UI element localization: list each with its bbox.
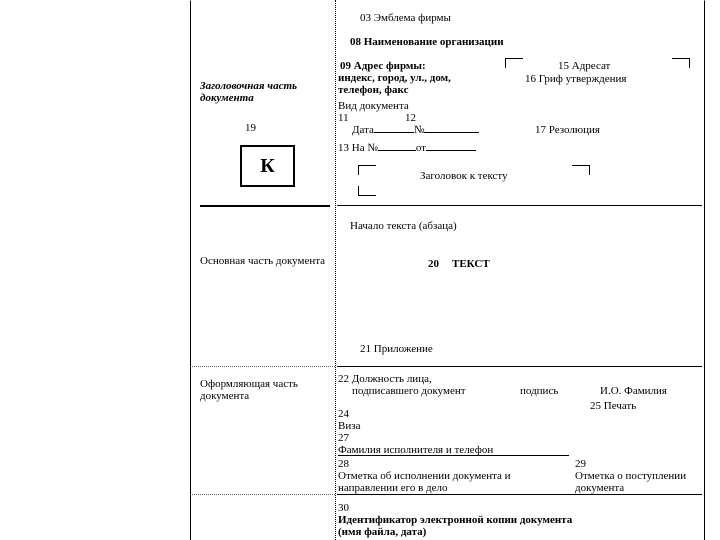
n11: 11 (338, 112, 349, 124)
mark-exec: Отметка об исполнении документа и направ… (338, 470, 558, 494)
addressee-corner-tl (505, 58, 523, 68)
emblem-label: 03 Эмблема фирмы (360, 12, 451, 24)
mark-receipt: Отметка о поступлении документа (575, 470, 695, 494)
executor-underline (338, 455, 569, 456)
ref-label: 13 На № (338, 142, 378, 154)
design-section-label: Оформляющая часть документа (200, 378, 330, 402)
header-section-label: Заголовочная часть документа (200, 80, 330, 104)
date-label: Дата (352, 124, 374, 136)
title-corner-bl (358, 186, 376, 196)
addressee-label: 15 Адресат (558, 60, 610, 72)
address-body: индекс, город, ул., дом, телефон, факс (338, 72, 488, 96)
margin-dashed-line (335, 0, 336, 540)
k-stamp-box: К (240, 145, 295, 187)
rule-before-design (337, 366, 702, 367)
signature-label: подпись (520, 385, 558, 397)
doc-type-label: Вид документа (338, 100, 409, 112)
ot-label: от (416, 142, 426, 154)
ecopy-label: Идентификатор электронной копии документ… (338, 514, 572, 526)
n24: 24 (338, 408, 349, 420)
k-letter: К (260, 155, 275, 178)
approval-label: 16 Гриф утверждения (525, 73, 626, 85)
annex-label: 21 Приложение (360, 343, 433, 355)
org-name-label: 08 Наименование организации (350, 36, 504, 48)
n28: 28 (338, 458, 349, 470)
text-start: Начало текста (абзаца) (350, 220, 457, 232)
nineteen-label: 19 (245, 122, 256, 134)
date-row: Дата № (352, 124, 479, 136)
title-to-text: Заголовок к тексту (420, 170, 508, 182)
title-corner-tl (358, 165, 376, 175)
title-corner-tr (572, 165, 590, 175)
main-section-label: Основная часть документа (200, 255, 330, 267)
left-dotted-1 (190, 366, 335, 367)
position-line2: подписавшего документ (352, 385, 466, 397)
position-line1: 22 Должность лица, (338, 373, 432, 385)
text-label: ТЕКСТ (452, 258, 490, 270)
twenty: 20 (428, 258, 439, 270)
n27: 27 (338, 432, 349, 444)
left-dotted-2 (190, 494, 335, 495)
reference-row: 13 На № от (338, 142, 476, 154)
io-name-label: И.О. Фамилия (600, 385, 667, 397)
resolution-label: 17 Резолюция (535, 124, 600, 136)
visa-label: Виза (338, 420, 360, 432)
left-rule-1 (200, 205, 330, 207)
n12: 12 (405, 112, 416, 124)
rule-before-main (337, 205, 702, 206)
addressee-corner-tr (672, 58, 690, 68)
n29: 29 (575, 458, 586, 470)
n30: 30 (338, 502, 349, 514)
address-label: 09 Адрес фирмы: (340, 60, 426, 72)
rule-before-ecopy (337, 494, 702, 495)
ecopy2-label: (имя файла, дата) (338, 526, 426, 538)
num-label: № (414, 124, 425, 136)
seal-label: 25 Печать (590, 400, 636, 412)
